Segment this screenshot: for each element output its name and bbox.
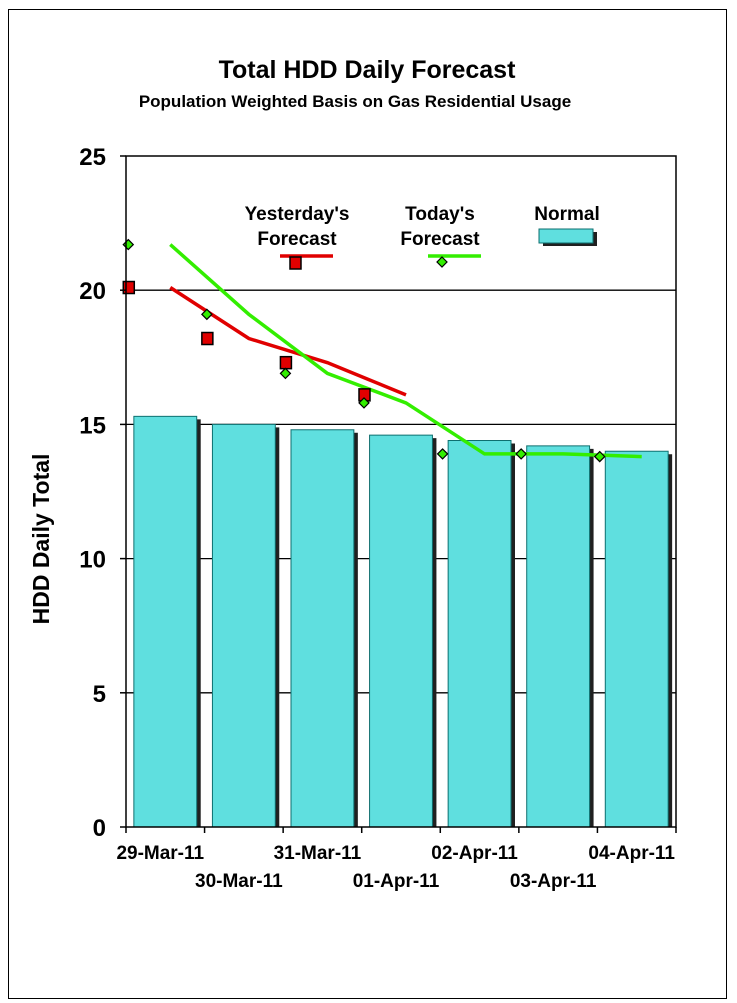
- y-tick-label: 15: [79, 412, 106, 439]
- today-marker: [436, 448, 449, 460]
- y-axis-label: HDD Daily Total: [28, 454, 54, 625]
- y-tick-label: 5: [93, 681, 106, 708]
- today-marker: [515, 448, 527, 460]
- x-tick-label: 31-Mar-11: [274, 843, 362, 864]
- chart-subtitle: Population Weighted Basis on Gas Residen…: [139, 92, 571, 111]
- legend-today-marker: [436, 256, 448, 268]
- chart: Total HDD Daily Forecast Population Weig…: [28, 56, 677, 892]
- bars: [133, 415, 673, 828]
- series-line: [169, 243, 642, 459]
- legend-normal-label: Normal: [534, 204, 599, 225]
- series-lines: [122, 238, 642, 463]
- legend-yesterday-line2: Forecast: [257, 229, 337, 250]
- chart-title: Total HDD Daily Forecast: [219, 56, 517, 84]
- legend-yesterday-marker: [289, 256, 302, 270]
- bar: [604, 450, 669, 828]
- bar: [290, 429, 355, 828]
- legend: Yesterday's Forecast Today's Forecast No…: [245, 204, 600, 270]
- x-tick-label: 30-Mar-11: [195, 871, 283, 892]
- axes: [120, 155, 677, 833]
- x-tick-label: 01-Apr-11: [353, 871, 440, 892]
- x-tick-labels: 29-Mar-11 30-Mar-11 31-Mar-11 01-Apr-11 02-A…: [116, 843, 675, 892]
- bar: [447, 440, 512, 828]
- today-marker: [279, 367, 292, 380]
- y-tick-label: 10: [79, 547, 106, 574]
- legend-yesterday-line1: Yesterday's: [245, 204, 350, 225]
- bar: [369, 434, 433, 828]
- yesterday-marker: [201, 331, 214, 346]
- x-tick-label: 02-Apr-11: [431, 843, 518, 864]
- yesterday-marker: [122, 280, 136, 295]
- x-tick-label: 03-Apr-11: [510, 871, 597, 892]
- legend-today-line1: Today's: [405, 204, 475, 225]
- y-tick-label: 0: [93, 815, 106, 842]
- chart-frame: Total HDD Daily Forecast Population Weig…: [8, 9, 727, 999]
- plot-border: [125, 155, 677, 828]
- today-marker: [201, 308, 213, 321]
- legend-today-line2: Forecast: [400, 229, 480, 250]
- today-marker: [122, 238, 135, 251]
- x-tick-label: 04-Apr-11: [588, 843, 675, 864]
- bar: [526, 445, 591, 828]
- today-marker: [358, 397, 370, 409]
- y-tick-label: 20: [79, 278, 106, 305]
- y-tick-label: 25: [79, 144, 106, 171]
- bar: [211, 423, 276, 828]
- legend-normal-swatch: [538, 228, 594, 244]
- y-tick-labels: 0 5 10 15 20 25: [79, 144, 106, 842]
- today-marker: [593, 450, 606, 463]
- x-tick-label: 29-Mar-11: [116, 843, 204, 864]
- bar: [133, 415, 198, 828]
- yesterday-marker: [279, 355, 293, 370]
